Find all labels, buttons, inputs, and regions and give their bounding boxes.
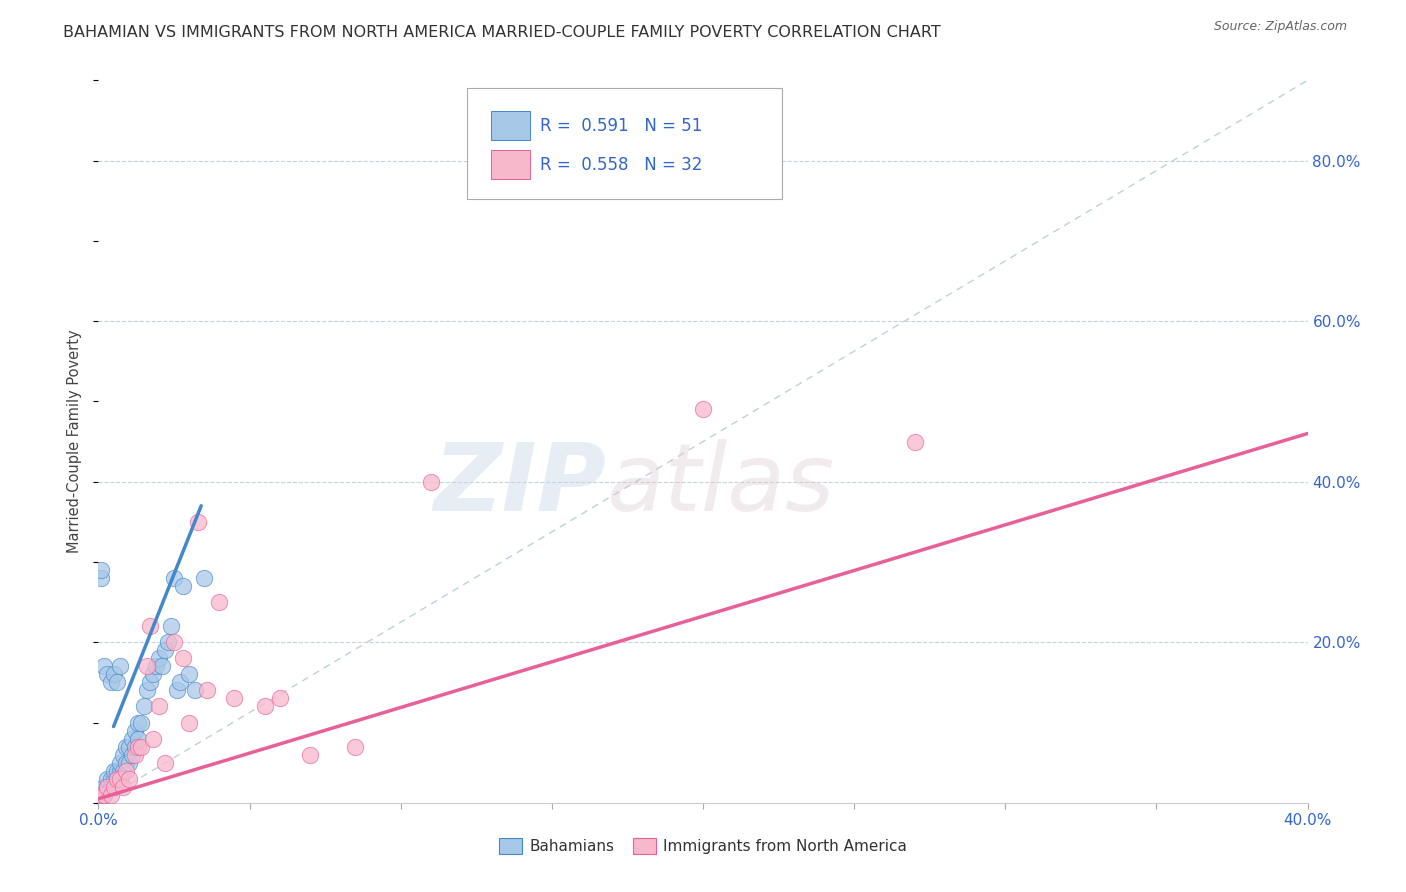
Point: [108, 772, 131, 786]
Point: [96, 780, 118, 794]
Point: [156, 635, 179, 649]
Point: [114, 764, 136, 778]
Point: [344, 739, 367, 754]
Text: R =  0.558   N = 32: R = 0.558 N = 32: [540, 156, 702, 174]
Point: [172, 579, 194, 593]
Point: [132, 699, 155, 714]
Point: [90, 563, 112, 577]
Point: [129, 739, 152, 754]
Point: [139, 675, 162, 690]
Point: [153, 756, 176, 770]
Point: [129, 715, 152, 730]
Point: [142, 667, 165, 681]
Point: [121, 747, 143, 762]
Text: ZIP: ZIP: [433, 439, 606, 531]
Point: [179, 715, 201, 730]
Point: [127, 739, 149, 754]
Point: [224, 691, 246, 706]
Point: [114, 739, 136, 754]
Point: [253, 699, 276, 714]
Point: [145, 659, 167, 673]
Text: atlas: atlas: [606, 440, 835, 531]
Point: [187, 515, 209, 529]
Point: [105, 772, 128, 786]
Point: [96, 667, 118, 681]
Point: [118, 739, 141, 754]
Point: [172, 651, 194, 665]
Point: [160, 619, 183, 633]
Point: [135, 683, 157, 698]
Point: [118, 756, 141, 770]
Point: [208, 595, 231, 609]
Point: [150, 659, 173, 673]
Point: [153, 643, 176, 657]
Point: [103, 780, 125, 794]
Point: [90, 571, 112, 585]
Point: [692, 402, 714, 417]
Point: [108, 764, 131, 778]
Point: [127, 731, 149, 746]
Point: [100, 788, 122, 802]
Point: [420, 475, 443, 489]
Point: [90, 788, 112, 802]
Point: [121, 731, 143, 746]
Point: [163, 635, 186, 649]
Y-axis label: Married-Couple Family Poverty: Married-Couple Family Poverty: [67, 330, 83, 553]
Point: [169, 675, 191, 690]
Point: [111, 747, 134, 762]
Point: [166, 683, 188, 698]
FancyBboxPatch shape: [467, 87, 782, 200]
Point: [103, 764, 125, 778]
Point: [127, 715, 149, 730]
Text: BAHAMIAN VS IMMIGRANTS FROM NORTH AMERICA MARRIED-COUPLE FAMILY POVERTY CORRELAT: BAHAMIAN VS IMMIGRANTS FROM NORTH AMERIC…: [63, 25, 941, 40]
Point: [105, 675, 128, 690]
Text: R =  0.591   N = 51: R = 0.591 N = 51: [540, 117, 702, 135]
Point: [148, 699, 170, 714]
Point: [135, 659, 157, 673]
Point: [93, 659, 115, 673]
Point: [96, 772, 118, 786]
Point: [105, 772, 128, 786]
Legend: Bahamians, Immigrants from North America: Bahamians, Immigrants from North America: [492, 832, 914, 860]
Point: [148, 651, 170, 665]
Point: [193, 571, 215, 585]
Point: [96, 780, 118, 794]
Point: [124, 723, 146, 738]
Point: [124, 747, 146, 762]
Point: [142, 731, 165, 746]
Point: [108, 659, 131, 673]
Point: [100, 772, 122, 786]
Point: [179, 667, 201, 681]
Point: [108, 756, 131, 770]
Point: [100, 675, 122, 690]
Point: [195, 683, 218, 698]
FancyBboxPatch shape: [492, 151, 530, 179]
Point: [299, 747, 322, 762]
Point: [904, 434, 927, 449]
Point: [114, 756, 136, 770]
Point: [93, 788, 115, 802]
Point: [269, 691, 291, 706]
Point: [118, 772, 141, 786]
Point: [111, 780, 134, 794]
Point: [184, 683, 207, 698]
Point: [93, 780, 115, 794]
FancyBboxPatch shape: [492, 112, 530, 140]
Point: [100, 780, 122, 794]
Point: [103, 772, 125, 786]
Text: Source: ZipAtlas.com: Source: ZipAtlas.com: [1213, 20, 1347, 33]
Point: [103, 667, 125, 681]
Point: [105, 764, 128, 778]
Point: [93, 788, 115, 802]
Point: [111, 764, 134, 778]
Point: [124, 739, 146, 754]
Point: [139, 619, 162, 633]
Point: [163, 571, 186, 585]
Point: [90, 788, 112, 802]
